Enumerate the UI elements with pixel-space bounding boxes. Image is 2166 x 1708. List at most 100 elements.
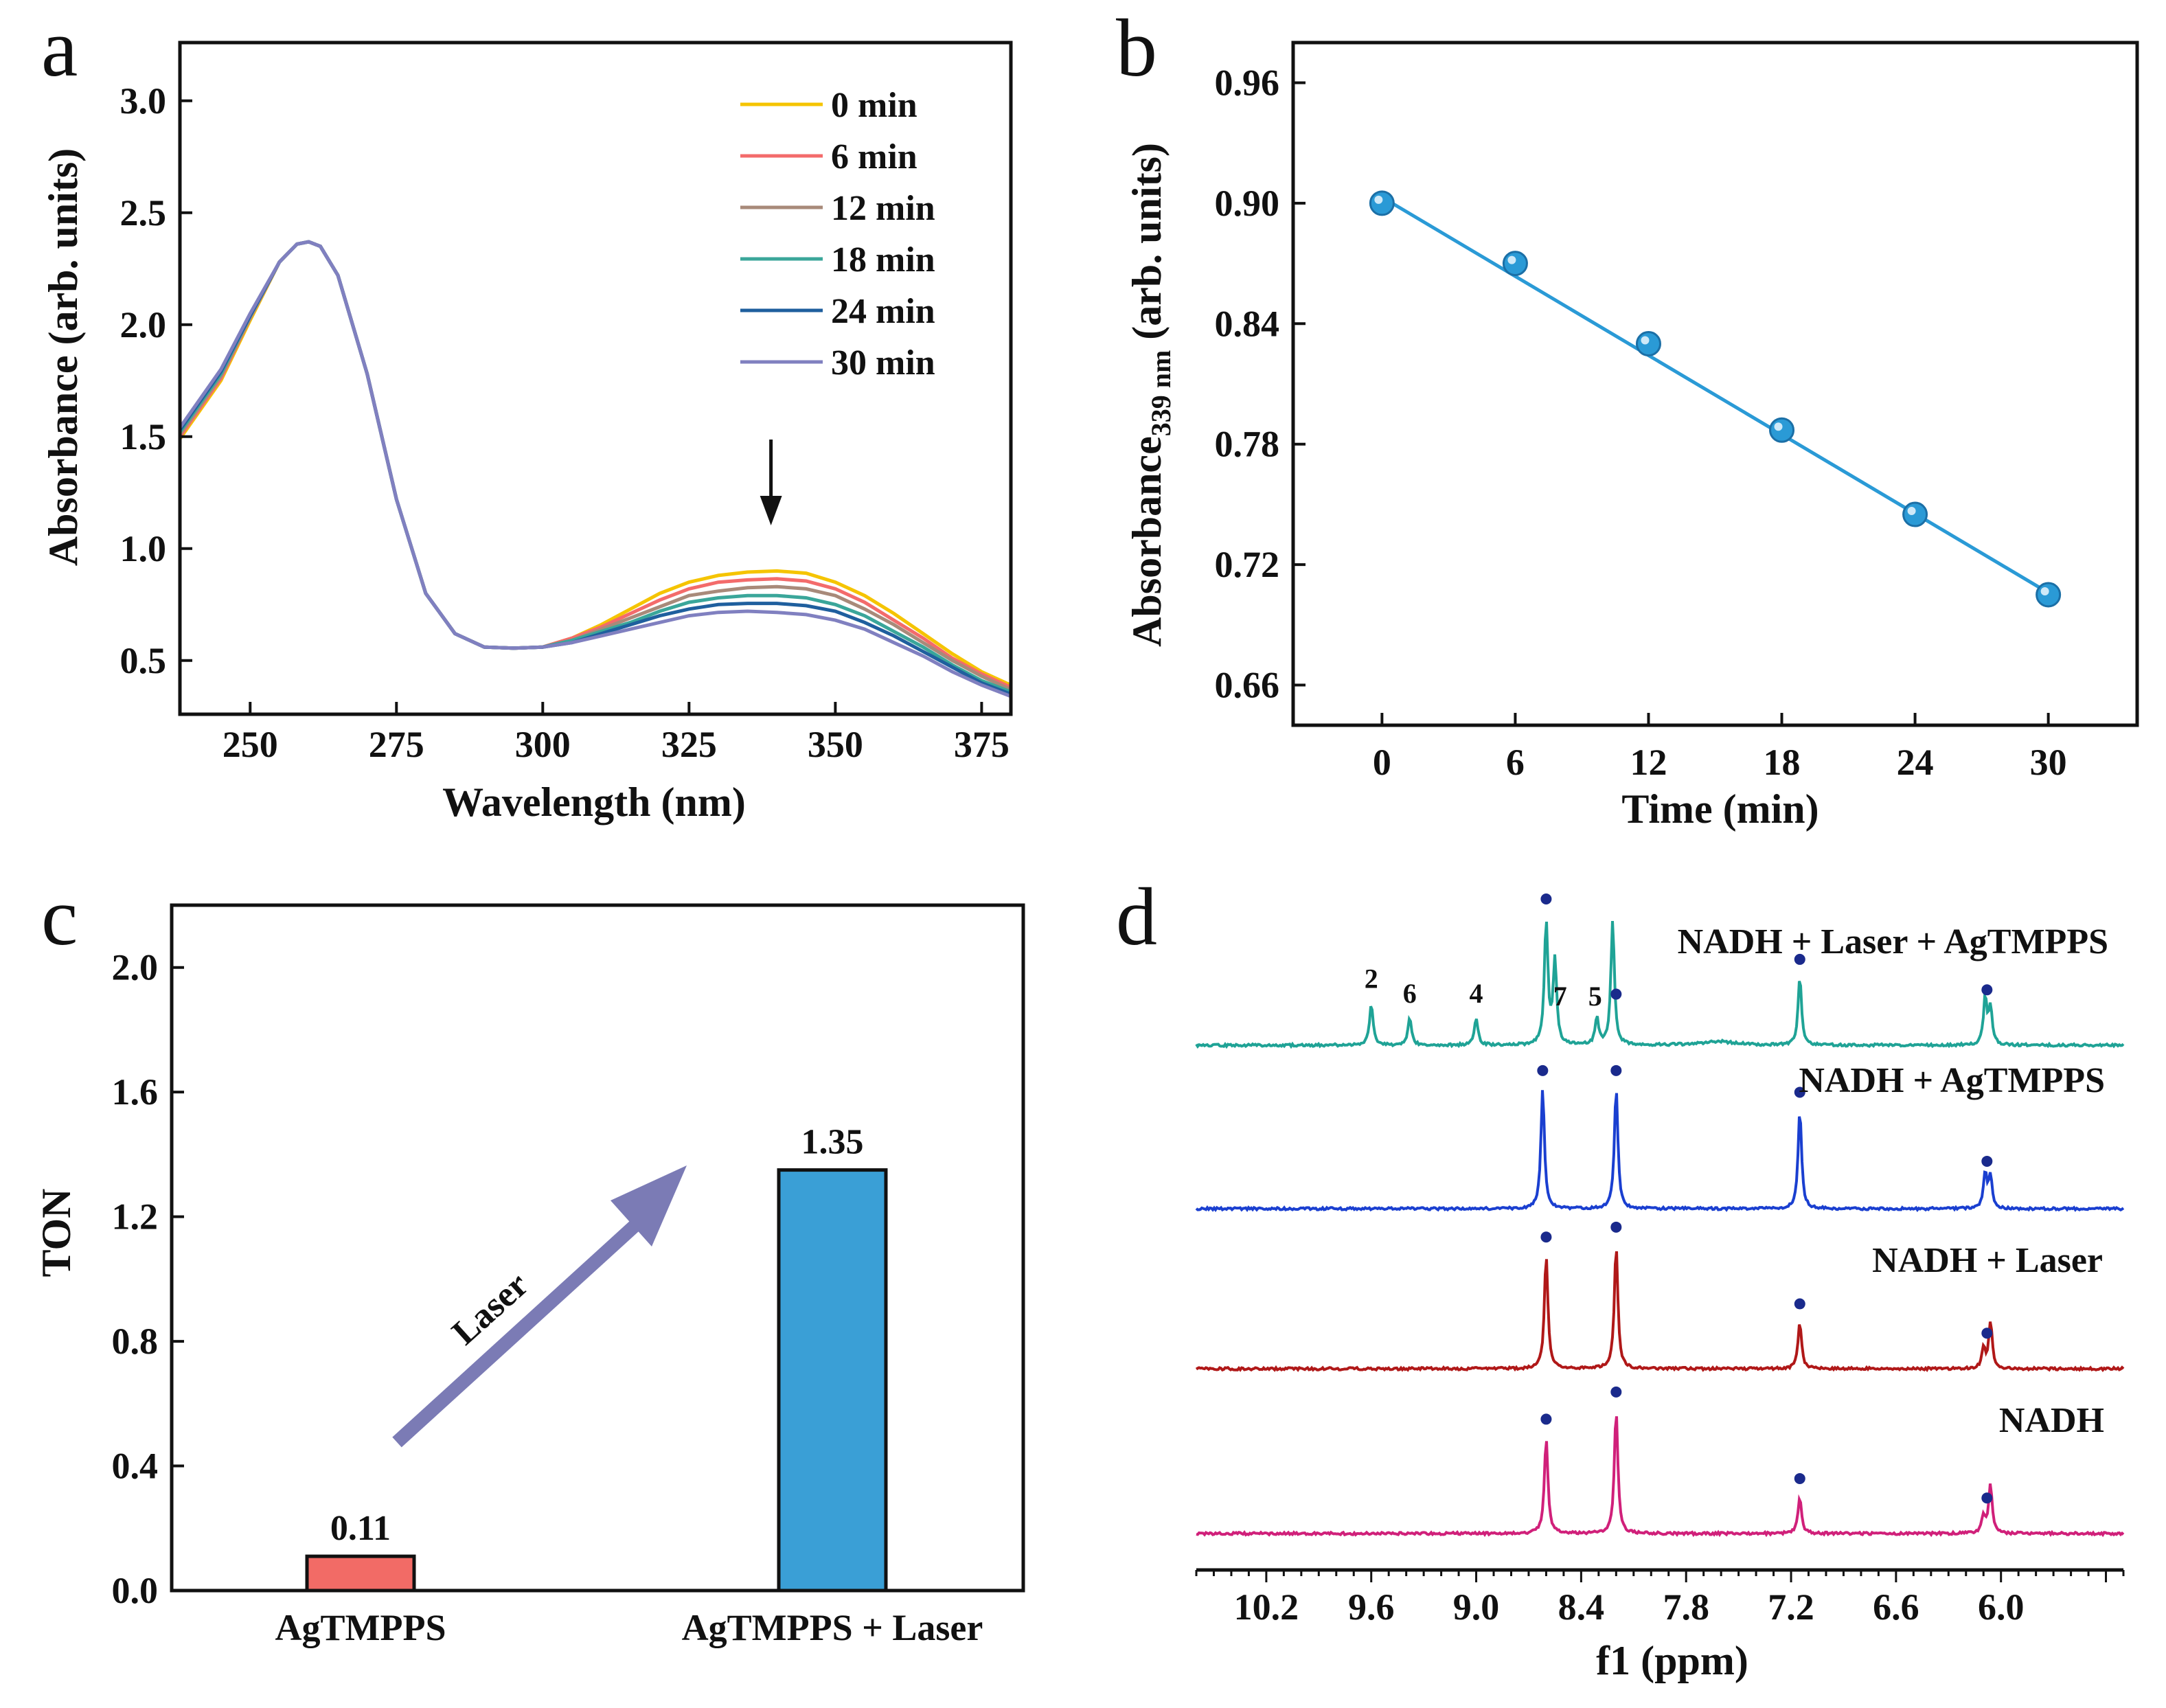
c-y-tick-label: 1.2 bbox=[112, 1196, 159, 1238]
d-peak-marker-dot bbox=[1540, 1231, 1552, 1243]
b-y-tick-label: 0.90 bbox=[1215, 183, 1280, 224]
d-trace-label-2: NADH + Laser bbox=[1872, 1241, 2103, 1280]
a-x-tick-label: 375 bbox=[954, 724, 1010, 765]
panel-label-a: a bbox=[41, 2, 78, 93]
d-peak-marker-dot bbox=[1794, 1086, 1805, 1098]
a-x-tick-label: 275 bbox=[369, 724, 424, 765]
a-y-tick-label: 2.0 bbox=[120, 304, 167, 345]
d-peak-number-label: 5 bbox=[1588, 981, 1602, 1012]
b-y-axis-title-main: Absorbance bbox=[1124, 436, 1170, 647]
c-laser-arrow-label: Laser bbox=[445, 1265, 536, 1352]
b-y-tick-label: 0.66 bbox=[1215, 665, 1280, 706]
b-data-point bbox=[1635, 331, 1661, 357]
c-plot-frame bbox=[170, 903, 1025, 1593]
d-peak-marker-dot bbox=[1537, 1064, 1549, 1076]
a-y-tick-label: 2.5 bbox=[120, 192, 167, 234]
d-peak-marker-dot bbox=[1981, 984, 1993, 996]
d-peak-number-label: 4 bbox=[1470, 978, 1483, 1009]
a-legend-label-1: 6 min bbox=[831, 137, 917, 177]
a-y-tick-label: 0.5 bbox=[120, 640, 167, 681]
d-x-axis-title: f1 (ppm) bbox=[1596, 1638, 1748, 1683]
panel-label-b: b bbox=[1116, 2, 1157, 93]
b-data-point-highlight bbox=[1507, 255, 1516, 264]
d-peak-marker-dot bbox=[1610, 1221, 1622, 1233]
a-x-tick-label: 250 bbox=[223, 724, 278, 765]
d-spectrum-0 bbox=[1195, 921, 2125, 1049]
b-data-point-highlight bbox=[1907, 507, 1916, 516]
a-legend-label-4: 24 min bbox=[831, 292, 935, 331]
a-arrow-head bbox=[760, 496, 782, 525]
d-spectrum-2 bbox=[1195, 1251, 2125, 1373]
d-trace-label-3: NADH bbox=[1999, 1401, 2104, 1440]
d-x-tick-label: 8.4 bbox=[1558, 1586, 1605, 1628]
c-bar-value-label-0: 0.11 bbox=[330, 1509, 391, 1548]
b-data-point bbox=[2036, 582, 2062, 608]
b-data-point bbox=[1769, 417, 1795, 443]
d-x-tick-label: 7.8 bbox=[1663, 1586, 1709, 1628]
c-bar-value-label-1: 1.35 bbox=[801, 1123, 864, 1162]
d-trace-label-0: NADH + Laser + AgTMPPS bbox=[1678, 922, 2108, 961]
d-peak-marker-dot bbox=[1540, 893, 1552, 905]
c-y-axis-title: TON bbox=[34, 1189, 79, 1277]
a-x-tick-label: 325 bbox=[661, 724, 717, 765]
panel-b-plot: 0 6 12 18 24 30 0.66 0.72 0.78 0.84 0.90 0.96 bbox=[1215, 41, 2139, 783]
b-x-tick-label: 30 bbox=[2030, 742, 2067, 783]
panel-a-plot: 250 275 300 325 350 375 0.5 1.0 1.5 2.0 2.5 3.0 0 mi… bbox=[120, 41, 1013, 765]
b-x-axis-title: Time (min) bbox=[1621, 786, 1819, 832]
d-x-tick-label: 6.6 bbox=[1873, 1586, 1919, 1628]
d-peak-marker-dot bbox=[1981, 1155, 1993, 1167]
d-peak-marker-dot bbox=[1610, 1064, 1622, 1076]
d-trace-label-1: NADH + AgTMPPS bbox=[1799, 1061, 2105, 1100]
panel-label-c: c bbox=[41, 871, 78, 962]
d-peak-marker-dot bbox=[1794, 1472, 1805, 1484]
c-y-tick-label: 0.4 bbox=[112, 1446, 159, 1487]
b-fit-line bbox=[1381, 195, 2049, 595]
a-x-tick-label: 300 bbox=[515, 724, 571, 765]
a-legend-label-3: 18 min bbox=[831, 240, 935, 280]
d-peak-number-label: 7 bbox=[1553, 981, 1567, 1012]
c-y-tick-label: 0.8 bbox=[112, 1321, 159, 1362]
b-y-axis-title: Absorbance339 nm (arb. units) bbox=[1124, 143, 1176, 647]
a-legend-label-5: 30 min bbox=[831, 343, 935, 383]
d-peak-marker-dot bbox=[1610, 988, 1622, 1000]
c-laser-arrow-shaft bbox=[392, 1214, 647, 1448]
d-spectrum-1 bbox=[1195, 1090, 2125, 1213]
b-y-tick-label: 0.96 bbox=[1215, 62, 1280, 103]
a-y-tick-label: 3.0 bbox=[120, 80, 167, 122]
d-peak-marker-dot bbox=[1981, 1328, 1993, 1339]
a-plot-frame bbox=[178, 41, 1013, 716]
a-x-axis-title: Wavelength (nm) bbox=[442, 779, 746, 825]
a-x-tick-label: 350 bbox=[808, 724, 863, 765]
b-x-tick-label: 12 bbox=[1630, 742, 1667, 783]
b-y-tick-label: 0.78 bbox=[1215, 424, 1280, 465]
a-y-tick-label: 1.0 bbox=[120, 528, 167, 569]
b-plot-frame bbox=[1291, 41, 2139, 727]
panel-label-d: d bbox=[1116, 871, 1157, 962]
a-y-axis-title: Absorbance (arb. units) bbox=[41, 148, 86, 566]
d-peak-number-label: 6 bbox=[1403, 978, 1417, 1009]
b-data-point bbox=[1902, 501, 1928, 527]
d-peak-marker-dot bbox=[1794, 1298, 1805, 1310]
b-data-point-highlight bbox=[1374, 195, 1383, 204]
d-x-tick-label: 9.6 bbox=[1348, 1586, 1395, 1628]
c-laser-arrow-head bbox=[611, 1165, 687, 1246]
b-y-axis-title-sub: 339 nm bbox=[1145, 350, 1176, 437]
d-peak-marker-dot bbox=[1540, 1413, 1552, 1425]
b-y-tick-label: 0.72 bbox=[1215, 544, 1280, 585]
b-y-axis-title-units: (arb. units) bbox=[1124, 143, 1170, 350]
b-x-tick-label: 0 bbox=[1373, 742, 1391, 783]
d-x-tick-label: 9.0 bbox=[1453, 1586, 1500, 1628]
b-data-point bbox=[1369, 190, 1395, 216]
c-x-tick-label-1: AgTMPPS + Laser bbox=[682, 1607, 983, 1648]
c-y-tick-label: 2.0 bbox=[112, 947, 159, 988]
d-x-tick-label: 6.0 bbox=[1978, 1586, 2025, 1628]
panel-d-plot: 2 6 4 7 5 NADH + Laser + AgTMPPS NADH + AgTMPP… bbox=[1195, 893, 2125, 1628]
b-x-tick-label: 18 bbox=[1764, 742, 1801, 783]
panel-c-plot: 0.11 AgTMPPS 1.35 AgTMPPS + Laser Laser 0.0 0.… bbox=[112, 903, 1025, 1648]
a-y-tick-label: 1.5 bbox=[120, 416, 167, 457]
b-data-point-highlight bbox=[2040, 587, 2049, 595]
d-peak-marker-dot bbox=[1981, 1492, 1993, 1504]
d-x-tick-label: 7.2 bbox=[1768, 1586, 1814, 1628]
b-x-tick-label: 24 bbox=[1897, 742, 1934, 783]
c-bar-1 bbox=[777, 1168, 888, 1593]
